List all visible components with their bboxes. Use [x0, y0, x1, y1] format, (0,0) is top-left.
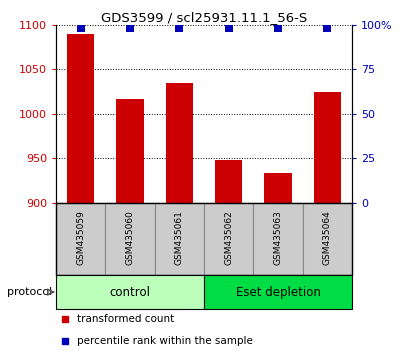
Bar: [56, 275, 204, 309]
Bar: [116, 99, 144, 203]
Bar: [204, 203, 253, 275]
Text: GSM435064: GSM435064: [323, 210, 332, 265]
Bar: [253, 203, 303, 275]
Bar: [204, 275, 352, 309]
Bar: [67, 34, 94, 203]
Bar: [303, 203, 352, 275]
Bar: [56, 203, 105, 275]
Bar: [314, 92, 341, 203]
Text: Eset depletion: Eset depletion: [236, 286, 320, 298]
Bar: [215, 160, 242, 203]
Point: [176, 25, 182, 31]
Text: GSM435059: GSM435059: [76, 210, 85, 265]
Text: control: control: [110, 286, 150, 298]
Point: [226, 25, 232, 31]
Text: GSM435063: GSM435063: [274, 210, 282, 265]
Text: GSM435062: GSM435062: [224, 210, 233, 265]
Point: [275, 25, 281, 31]
Bar: [264, 173, 292, 203]
Point: [127, 25, 133, 31]
Bar: [105, 203, 155, 275]
Text: transformed count: transformed count: [77, 314, 174, 324]
Bar: [155, 203, 204, 275]
Point: [78, 25, 84, 31]
Title: GDS3599 / scl25931.11.1_56-S: GDS3599 / scl25931.11.1_56-S: [101, 11, 307, 24]
Text: GSM435060: GSM435060: [126, 210, 134, 265]
Point: [324, 25, 330, 31]
Text: protocol: protocol: [7, 287, 52, 297]
Bar: [166, 83, 193, 203]
Text: GSM435061: GSM435061: [175, 210, 184, 265]
Text: percentile rank within the sample: percentile rank within the sample: [77, 336, 252, 346]
